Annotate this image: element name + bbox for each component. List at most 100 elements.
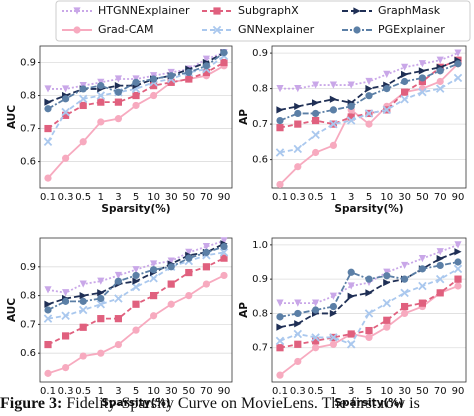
point [383,278,391,287]
point [132,326,140,334]
point [418,60,426,68]
x-tick-label: 0.3 [58,386,74,397]
point [44,340,52,349]
point [62,332,70,340]
y-tick-label: 0.8 [20,291,36,302]
point [44,124,52,133]
point [365,333,373,342]
point [294,309,302,318]
series-line [47,55,225,143]
point [312,148,320,157]
point [294,85,302,93]
point [132,266,140,274]
y-tick-label: 0.9 [20,262,36,273]
point [365,275,373,283]
point [311,333,320,342]
point [44,174,52,182]
point [294,102,302,110]
point [202,68,210,77]
point [132,78,140,86]
point [436,56,444,64]
point [73,7,81,15]
point [276,85,284,93]
x-axis-label: Sparsity(%) [101,203,170,215]
point [383,70,391,78]
point [329,119,338,129]
point [220,58,228,67]
point [329,141,337,149]
point [400,95,409,104]
point [62,111,70,119]
x-tick-label: 5 [366,192,372,203]
point [150,75,158,83]
point [79,280,87,288]
x-tick-label: 90 [452,386,465,397]
x-tick-label: 0.5 [75,386,91,397]
point [44,85,52,93]
series-line [279,268,459,346]
x-tick-label: 0.5 [75,192,91,203]
point [418,254,426,263]
point [132,91,140,100]
point [79,292,87,300]
point [114,88,122,96]
point [62,154,70,162]
point [202,280,210,288]
point [418,265,426,273]
y-tick-label: 0.7 [20,319,36,330]
point [185,248,193,256]
point [114,271,122,280]
point [97,98,105,106]
point [312,81,320,89]
plot-frame [39,237,233,383]
point [329,81,337,89]
point [401,88,409,96]
point [62,289,70,297]
point [435,84,445,93]
point [294,357,302,366]
point [114,277,122,285]
point [312,116,320,125]
x-tick-label: 70 [434,192,447,203]
y-axis-label: AUC [6,105,18,129]
y-tick-label: 0.7 [20,124,36,135]
point [276,106,284,114]
point [347,292,355,300]
point [312,99,320,107]
y-tick-label: 0.9 [252,48,268,59]
point [185,268,193,277]
point [365,77,373,86]
point [275,336,285,346]
x-tick-label: 1 [330,386,336,397]
point [44,300,52,308]
point [220,49,228,57]
point [202,55,210,63]
point [453,264,463,274]
point [220,237,228,245]
point [276,323,284,331]
x-tick-label: 0.1 [272,192,288,203]
point [114,98,122,106]
y-axis-label: AP [238,302,250,318]
point [329,309,337,318]
plot-frame [271,237,467,383]
point [294,120,302,128]
x-tick-label: 70 [434,386,447,397]
point [436,77,444,86]
x-tick-label: 90 [452,192,465,203]
point [364,109,374,118]
y-axis-label: AUC [6,298,18,322]
point [312,306,320,314]
point [401,77,409,86]
point [79,101,87,110]
point [167,72,175,80]
point [454,49,462,57]
x-tick-label: 3 [348,386,354,397]
point [44,105,52,113]
point [150,91,158,100]
x-tick-label: 70 [200,192,213,203]
point [418,74,426,82]
point [383,323,391,331]
point [150,312,158,320]
x-tick-label: 0.3 [290,386,306,397]
